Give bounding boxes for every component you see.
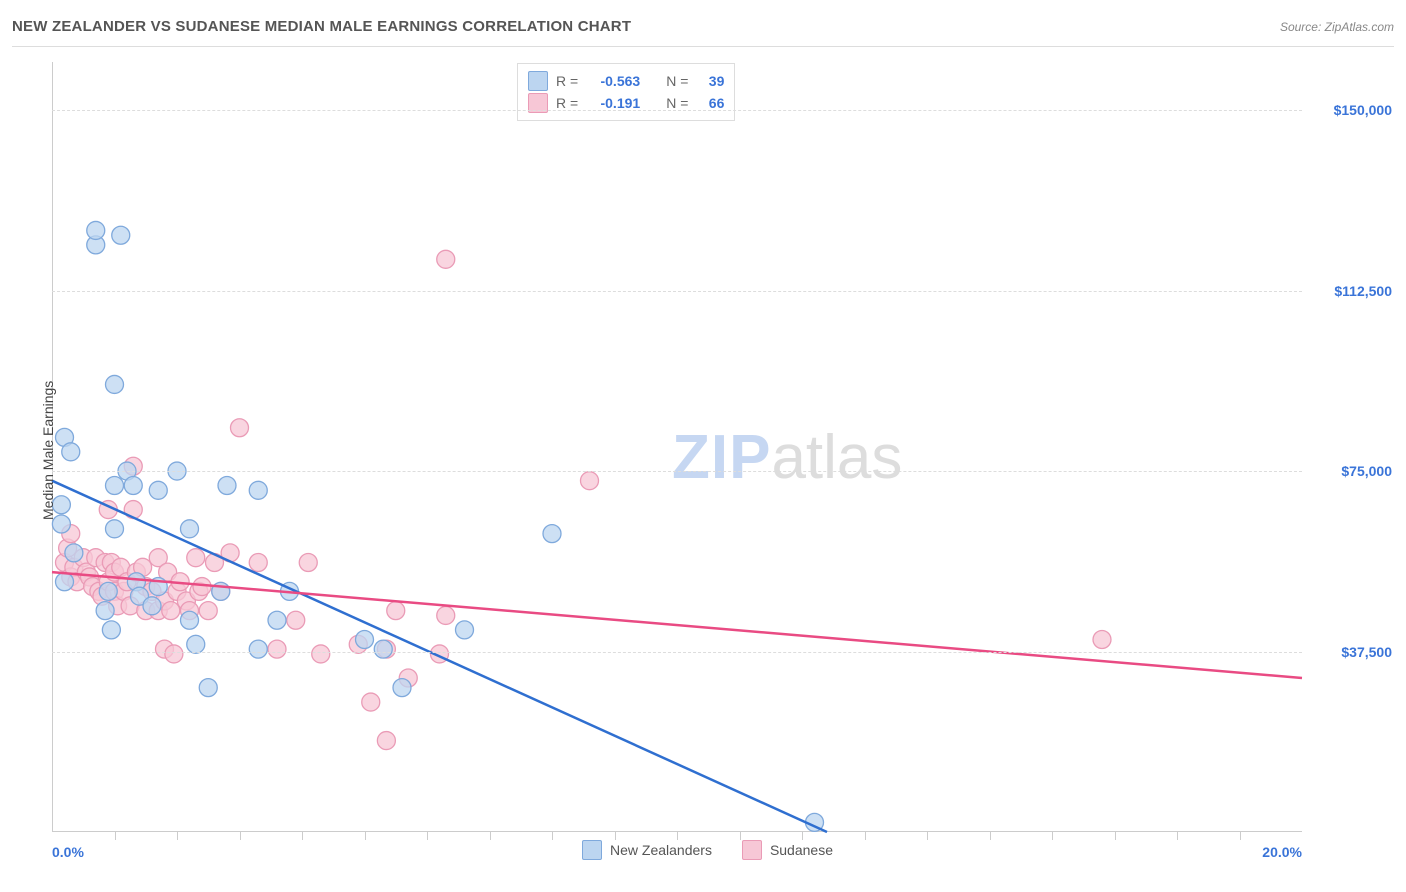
data-point bbox=[181, 611, 199, 629]
y-tick-label: $75,000 bbox=[1312, 463, 1392, 479]
x-tick bbox=[677, 832, 678, 840]
x-tick bbox=[1115, 832, 1116, 840]
x-tick bbox=[302, 832, 303, 840]
x-tick bbox=[1240, 832, 1241, 840]
data-point bbox=[393, 679, 411, 697]
legend-n-label: N = bbox=[666, 73, 688, 89]
x-axis-label: 0.0% bbox=[52, 844, 84, 860]
data-point bbox=[65, 544, 83, 562]
data-point bbox=[231, 419, 249, 437]
data-point bbox=[87, 221, 105, 239]
gridline bbox=[52, 110, 1302, 111]
data-point bbox=[162, 602, 180, 620]
data-point bbox=[106, 477, 124, 495]
data-point bbox=[437, 606, 455, 624]
data-point bbox=[99, 582, 117, 600]
y-tick-label: $150,000 bbox=[1312, 102, 1392, 118]
x-tick bbox=[552, 832, 553, 840]
data-point bbox=[268, 640, 286, 658]
y-axis-title: Median Male Earnings bbox=[40, 381, 56, 520]
gridline bbox=[52, 652, 1302, 653]
chart-header: NEW ZEALANDER VS SUDANESE MEDIAN MALE EA… bbox=[12, 18, 1394, 47]
data-point bbox=[62, 443, 80, 461]
data-point bbox=[374, 640, 392, 658]
data-point bbox=[356, 631, 374, 649]
data-point bbox=[543, 525, 561, 543]
x-tick bbox=[865, 832, 866, 840]
data-point bbox=[56, 573, 74, 591]
legend-r-label: R = bbox=[556, 73, 578, 89]
legend-swatch bbox=[582, 840, 602, 860]
data-point bbox=[143, 597, 161, 615]
data-point bbox=[102, 621, 120, 639]
legend-series: New Zealanders Sudanese bbox=[582, 840, 833, 860]
data-point bbox=[1093, 631, 1111, 649]
data-point bbox=[437, 250, 455, 268]
x-tick bbox=[177, 832, 178, 840]
data-point bbox=[268, 611, 286, 629]
chart-source: Source: ZipAtlas.com bbox=[1280, 20, 1394, 34]
data-point bbox=[149, 481, 167, 499]
x-tick bbox=[240, 832, 241, 840]
data-point bbox=[199, 602, 217, 620]
gridline bbox=[52, 291, 1302, 292]
data-point bbox=[377, 732, 395, 750]
x-tick bbox=[427, 832, 428, 840]
legend-r-label: R = bbox=[556, 95, 578, 111]
legend-stats-row: R = -0.563 N = 39 bbox=[528, 70, 724, 92]
data-point bbox=[106, 375, 124, 393]
data-point bbox=[249, 640, 267, 658]
legend-n-value: 39 bbox=[696, 73, 724, 89]
regression-line bbox=[52, 572, 1302, 678]
legend-swatch bbox=[528, 71, 548, 91]
data-point bbox=[218, 477, 236, 495]
data-point bbox=[96, 602, 114, 620]
x-tick bbox=[490, 832, 491, 840]
y-tick-label: $112,500 bbox=[1312, 283, 1392, 299]
x-tick bbox=[927, 832, 928, 840]
legend-series-label: New Zealanders bbox=[610, 842, 712, 858]
data-point bbox=[112, 226, 130, 244]
plot-svg bbox=[52, 62, 1302, 832]
legend-n-value: 66 bbox=[696, 95, 724, 111]
gridline bbox=[52, 471, 1302, 472]
legend-stats: R = -0.563 N = 39 R = -0.191 N = 66 bbox=[517, 63, 735, 121]
x-tick bbox=[740, 832, 741, 840]
legend-r-value: -0.563 bbox=[586, 73, 640, 89]
x-tick bbox=[115, 832, 116, 840]
data-point bbox=[249, 554, 267, 572]
data-point bbox=[249, 481, 267, 499]
legend-swatch bbox=[742, 840, 762, 860]
chart-title: NEW ZEALANDER VS SUDANESE MEDIAN MALE EA… bbox=[12, 18, 631, 35]
x-tick bbox=[1177, 832, 1178, 840]
data-point bbox=[581, 472, 599, 490]
data-point bbox=[287, 611, 305, 629]
data-point bbox=[199, 679, 217, 697]
data-point bbox=[456, 621, 474, 639]
x-tick bbox=[990, 832, 991, 840]
data-point bbox=[187, 549, 205, 567]
legend-series-label: Sudanese bbox=[770, 842, 833, 858]
x-tick bbox=[365, 832, 366, 840]
x-tick bbox=[802, 832, 803, 840]
data-point bbox=[106, 520, 124, 538]
x-tick bbox=[1052, 832, 1053, 840]
plot-area: ZIPatlas R =-0.563N =39R =-0.191N =66 Ne… bbox=[52, 62, 1302, 832]
legend-series-item: Sudanese bbox=[742, 840, 833, 860]
legend-r-value: -0.191 bbox=[586, 95, 640, 111]
data-point bbox=[299, 554, 317, 572]
data-point bbox=[181, 520, 199, 538]
x-tick bbox=[615, 832, 616, 840]
data-point bbox=[387, 602, 405, 620]
data-point bbox=[312, 645, 330, 663]
y-tick-label: $37,500 bbox=[1312, 644, 1392, 660]
data-point bbox=[362, 693, 380, 711]
data-point bbox=[165, 645, 183, 663]
legend-n-label: N = bbox=[666, 95, 688, 111]
data-point bbox=[124, 477, 142, 495]
legend-series-item: New Zealanders bbox=[582, 840, 712, 860]
x-axis-label: 20.0% bbox=[1262, 844, 1302, 860]
